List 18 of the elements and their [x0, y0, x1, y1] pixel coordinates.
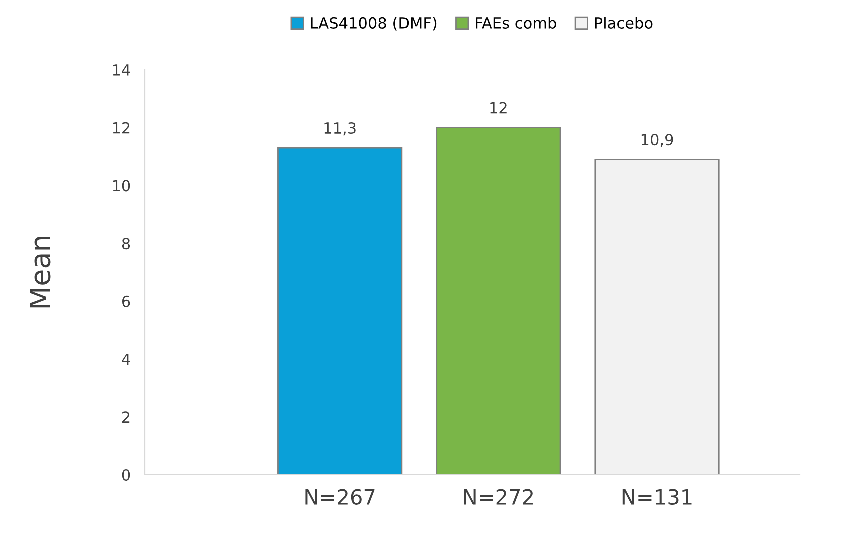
y-tick-label: 8	[122, 238, 130, 250]
x-tick-label: N=267	[306, 489, 375, 506]
y-tick-label: 10	[113, 180, 130, 192]
y-tick-label: 2	[122, 412, 130, 423]
y-tick-label: 14	[113, 64, 130, 76]
data-label: 12	[490, 102, 507, 114]
legend-label: FAEs comb	[476, 17, 556, 29]
y-tick-label: 0	[122, 469, 130, 482]
x-tick-label: N=131	[622, 489, 692, 506]
y-axis-title: Mean	[30, 237, 51, 308]
y-tick-label: 12	[113, 122, 130, 134]
x-tick-label: N=272	[464, 489, 533, 505]
legend-label: LAS41008 (DMF)	[311, 17, 437, 31]
y-tick-label: 4	[122, 354, 130, 366]
legend-label: Placebo	[595, 17, 653, 29]
data-label: 10,9	[642, 134, 674, 148]
y-tick-label: 6	[122, 296, 130, 308]
data-label: 11,3	[324, 122, 356, 136]
